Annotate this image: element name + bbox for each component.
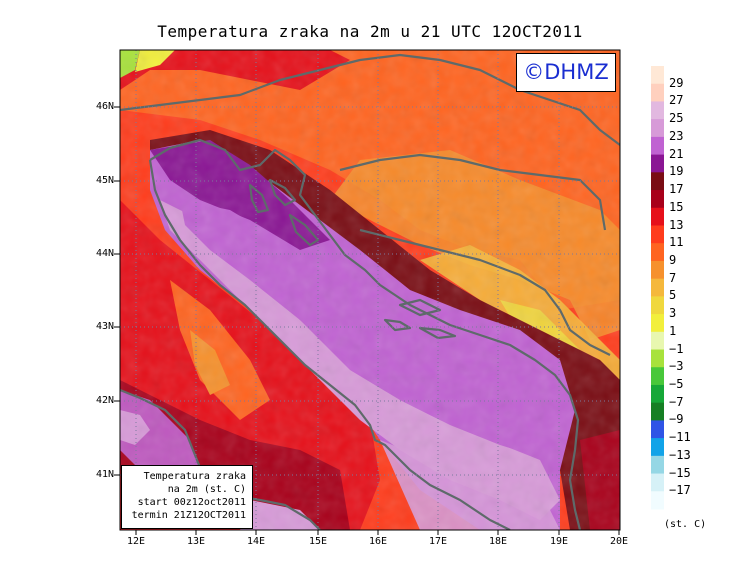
colorbar-swatch xyxy=(651,473,664,492)
grid-lines xyxy=(120,50,620,530)
x-tick-label: 19E xyxy=(549,536,569,547)
coastlines xyxy=(120,53,620,530)
info-line-1: Temperatura zraka xyxy=(143,471,246,482)
colorbar-label: 21 xyxy=(669,146,684,161)
x-tick-label: 20E xyxy=(609,536,629,547)
x-tick-label: 16E xyxy=(368,536,388,547)
colorbar-swatch xyxy=(651,190,664,209)
dhmz-logo: ©DHMZ xyxy=(516,53,616,92)
y-tick-label: 46N xyxy=(95,101,114,112)
colorbar-label: 27 xyxy=(669,93,684,108)
colorbar-swatch xyxy=(651,154,664,173)
colorbar-swatch xyxy=(651,331,664,351)
y-tick-label: 44N xyxy=(95,248,114,259)
colorbar-swatch xyxy=(651,491,664,510)
axis-ticks xyxy=(114,106,620,535)
colorbar-label: 5 xyxy=(669,288,677,303)
colorbar-label: −13 xyxy=(669,447,691,462)
y-tick-label: 41N xyxy=(95,469,114,480)
colorbar-label: 7 xyxy=(669,270,677,285)
x-tick-label: 14E xyxy=(246,536,266,547)
colorbar-swatch xyxy=(651,136,664,156)
x-tick-label: 18E xyxy=(488,536,508,547)
info-line-2: na 2m (st. C) xyxy=(167,484,246,495)
colorbar-swatch xyxy=(651,278,664,297)
colorbar-label: −5 xyxy=(669,377,684,391)
colorbar-label: −15 xyxy=(669,465,691,480)
y-tick-label: 45N xyxy=(95,175,114,186)
info-line-4: termin 21Z12OCT2011 xyxy=(131,510,246,521)
colorbar-swatch xyxy=(651,225,664,244)
x-tick-label: 12E xyxy=(126,536,146,547)
x-tick-label: 15E xyxy=(308,536,328,547)
colorbar-label: 29 xyxy=(669,75,684,90)
map-frame xyxy=(119,49,621,531)
colorbar-swatch xyxy=(651,438,664,457)
colorbar-swatch xyxy=(651,119,664,138)
colorbar-label: 1 xyxy=(669,323,677,338)
colorbar-label: −3 xyxy=(669,359,684,374)
colorbar-label: 3 xyxy=(669,306,677,321)
colorbar-swatch xyxy=(651,172,664,191)
colorbar-swatch xyxy=(651,83,664,102)
colorbar-label: −9 xyxy=(669,412,684,427)
x-tick-label: 13E xyxy=(186,536,206,547)
colorbar-label: 11 xyxy=(669,235,684,250)
colorbar-label: 9 xyxy=(669,252,677,267)
map-title: Temperatura zraka na 2m u 21 UTC 12OCT20… xyxy=(157,22,583,41)
colorbar-label: 15 xyxy=(669,199,684,214)
colorbar-label: 23 xyxy=(669,128,684,143)
colorbar-swatch xyxy=(651,402,664,421)
colorbar-label: −7 xyxy=(669,394,684,409)
y-tick-label: 43N xyxy=(95,321,114,332)
colorbar-swatch xyxy=(651,260,664,280)
colorbar-units: (st. C) xyxy=(664,519,707,530)
colorbar-swatch xyxy=(651,314,664,333)
colorbar-swatch xyxy=(651,455,664,475)
colorbar-swatch xyxy=(651,420,664,439)
colorbar xyxy=(651,66,664,510)
colorbar-label: 19 xyxy=(669,164,684,179)
colorbar-swatch xyxy=(651,384,664,404)
colorbar-label: 25 xyxy=(669,111,684,126)
colorbar-label: −17 xyxy=(669,483,691,498)
colorbar-swatch xyxy=(651,101,664,120)
colorbar-label: −1 xyxy=(669,341,684,356)
colorbar-swatch xyxy=(651,349,664,368)
colorbar-label: 17 xyxy=(669,182,684,196)
info-box: Temperatura zraka na 2m (st. C) start 00… xyxy=(121,465,253,529)
colorbar-swatch xyxy=(651,66,664,85)
colorbar-label: −11 xyxy=(669,430,691,445)
y-tick-label: 42N xyxy=(95,395,114,406)
x-tick-label: 17E xyxy=(428,536,448,547)
colorbar-swatch xyxy=(651,367,664,386)
colorbar-swatch xyxy=(651,243,664,262)
colorbar-label: 13 xyxy=(669,217,684,232)
colorbar-swatch xyxy=(651,296,664,315)
info-line-3: start 00z12oct2011 xyxy=(137,497,246,508)
colorbar-swatch xyxy=(651,207,664,226)
